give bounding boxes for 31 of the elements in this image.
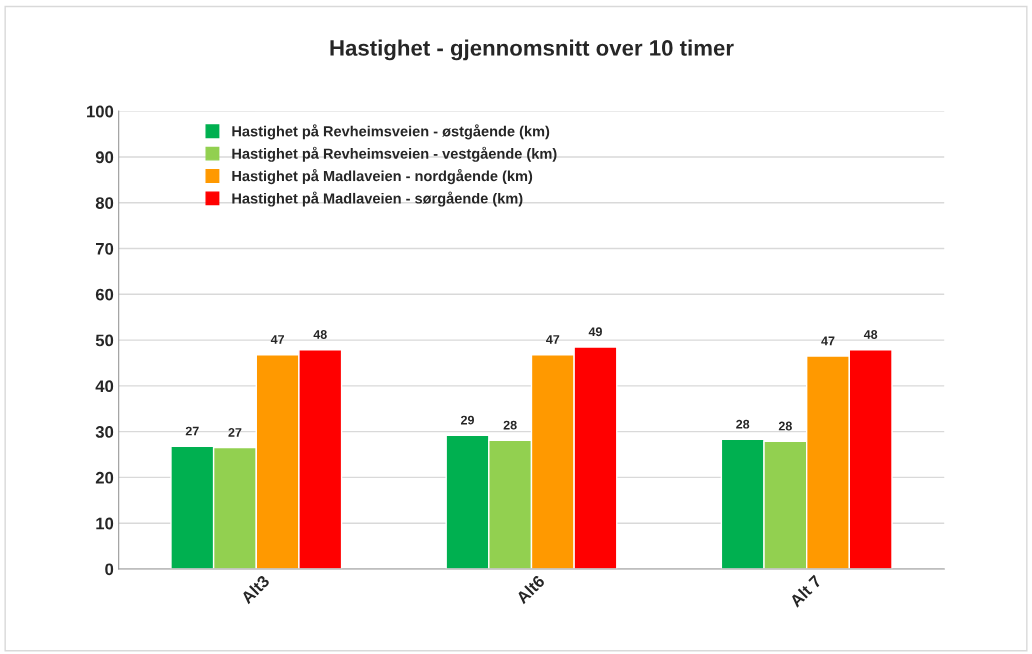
data-label: 27 [228, 428, 242, 437]
chart-title: Hastighet - gjennomsnitt over 10 timer [330, 39, 734, 61]
y-tick-label: 80 [95, 197, 114, 209]
legend-label: Hastighet på Madlaveien - nordgående (km) [232, 169, 533, 185]
legend-label: Hastighet på Madlaveien - sørgående (km) [232, 191, 523, 207]
y-tick-label: 100 [87, 105, 114, 118]
legend-label: Hastighet på Revheimsveien - vestgående (km) [232, 146, 557, 162]
y-tick-label: 70 [96, 242, 114, 255]
data-label: 48 [863, 330, 878, 339]
y-tick-label: 0 [105, 563, 114, 576]
y-tick-label: 50 [95, 334, 114, 347]
data-label: 49 [588, 327, 602, 337]
x-tick-label: Alt6 [515, 574, 546, 605]
y-tick-label: 40 [95, 380, 114, 393]
data-label: 48 [313, 330, 327, 339]
y-tick-label: 10 [96, 517, 114, 530]
y-tick-label: 20 [95, 471, 114, 484]
y-tick-label: 60 [95, 288, 114, 301]
data-label: 28 [736, 419, 750, 429]
legend-label: Hastighet på Revheimsveien - østgående (km) [232, 124, 550, 140]
y-tick-label: 90 [95, 151, 114, 164]
data-label: 47 [546, 335, 560, 344]
y-tick-label: 30 [95, 426, 114, 438]
data-label: 27 [185, 426, 199, 436]
x-tick-label: Alt3 [239, 574, 271, 605]
data-label: 47 [270, 335, 285, 344]
data-label: 47 [821, 336, 835, 346]
x-tick-label: Alt 7 [788, 574, 823, 608]
data-label: 28 [778, 421, 792, 431]
data-label: 29 [460, 415, 474, 425]
data-label: 28 [503, 420, 517, 430]
